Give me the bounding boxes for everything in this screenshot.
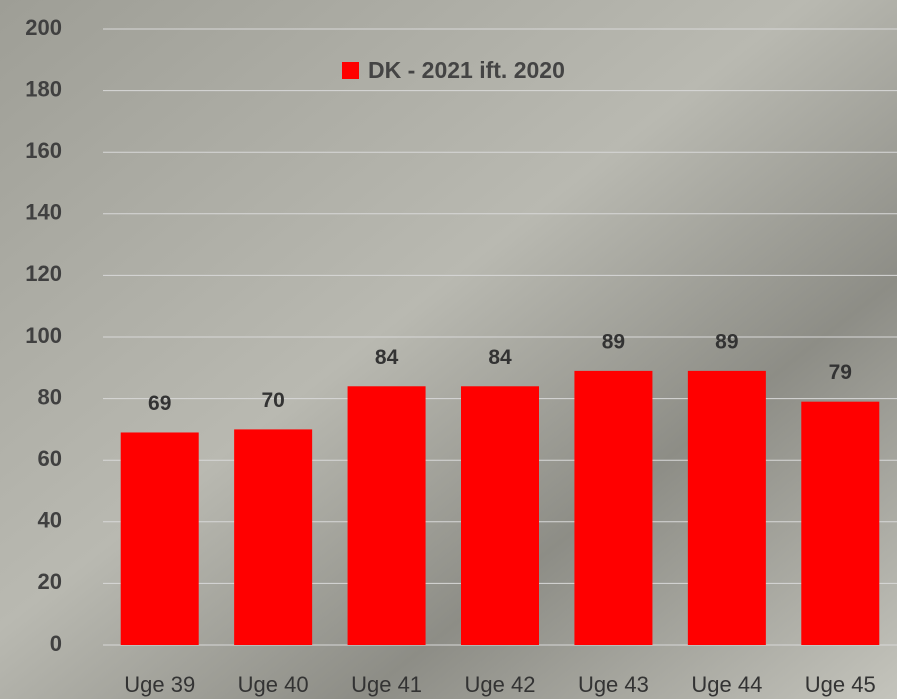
value-label: 84: [375, 346, 399, 369]
value-label: 89: [602, 330, 625, 353]
value-label: 89: [715, 330, 738, 353]
y-tick-label: 180: [25, 76, 62, 101]
y-tick-label: 100: [25, 323, 62, 348]
y-tick-label: 200: [25, 15, 62, 40]
y-tick-label: 20: [38, 569, 62, 594]
bar: [574, 371, 652, 645]
x-tick-label: Uge 44: [691, 672, 762, 697]
y-tick-label: 60: [38, 446, 62, 471]
legend-label: DK - 2021 ift. 2020: [368, 57, 565, 83]
x-tick-label: Uge 41: [351, 672, 422, 697]
x-tick-label: Uge 39: [124, 672, 195, 697]
value-label: 70: [261, 389, 284, 412]
x-tick-label: Uge 40: [238, 672, 309, 697]
bar: [234, 429, 312, 645]
x-tick-label: Uge 43: [578, 672, 649, 697]
legend-swatch: [342, 62, 359, 79]
bar: [801, 402, 879, 645]
x-tick-label: Uge 45: [805, 672, 876, 697]
y-tick-label: 40: [38, 508, 62, 533]
value-label: 79: [829, 361, 852, 384]
value-label: 69: [148, 392, 171, 415]
x-tick-label: Uge 42: [465, 672, 536, 697]
value-label: 84: [488, 346, 512, 369]
y-tick-label: 160: [25, 138, 62, 163]
bar: [121, 432, 199, 645]
y-tick-label: 120: [25, 261, 62, 286]
y-tick-label: 140: [25, 200, 62, 225]
bar: [461, 386, 539, 645]
y-tick-label: 0: [50, 631, 62, 656]
chart: DK - 2021 ift. 2020 0 20 40 60 80 100 120 140 16…: [0, 0, 897, 699]
bar: [688, 371, 766, 645]
bar: [348, 386, 426, 645]
y-tick-label: 80: [38, 384, 62, 409]
